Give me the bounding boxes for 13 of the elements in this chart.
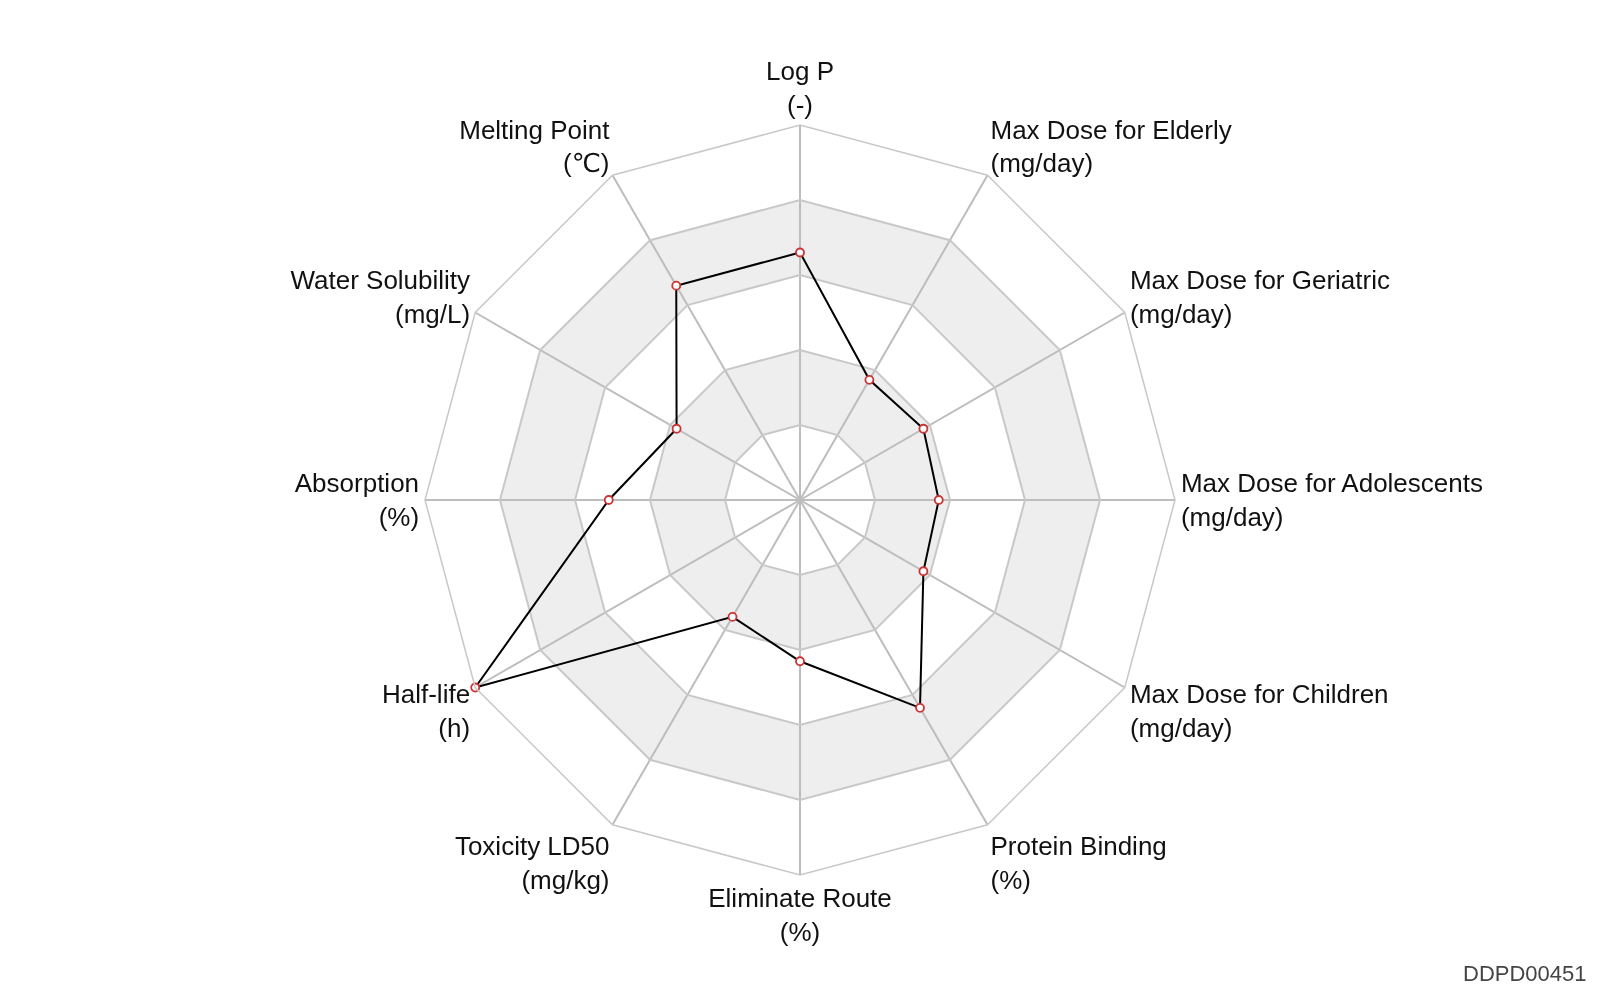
- spoke-label: Melting Point (℃): [459, 114, 611, 179]
- spoke-label: Max Dose for Children (mg/day): [1129, 678, 1389, 743]
- spoke-label: Protein Binding (%): [990, 830, 1167, 895]
- spoke-label: Max Dose for Elderly (mg/day): [990, 114, 1232, 179]
- text: DDPD00451: [1463, 961, 1587, 986]
- spoke-label: Toxicity LD50 (mg/kg): [454, 830, 610, 895]
- spoke-label: Log P (-): [766, 56, 834, 120]
- spoke-label: Max Dose for Adolescents (mg/day): [1180, 468, 1483, 532]
- spoke-label: Eliminate Route (%): [708, 882, 892, 947]
- spoke-label: Water Solubility (mg/L): [290, 265, 471, 330]
- spoke-label: Absorption (%): [294, 468, 420, 532]
- spoke-label: Half-life (h): [381, 678, 471, 743]
- spoke-label: Max Dose for Geriatric (mg/day): [1129, 265, 1390, 330]
